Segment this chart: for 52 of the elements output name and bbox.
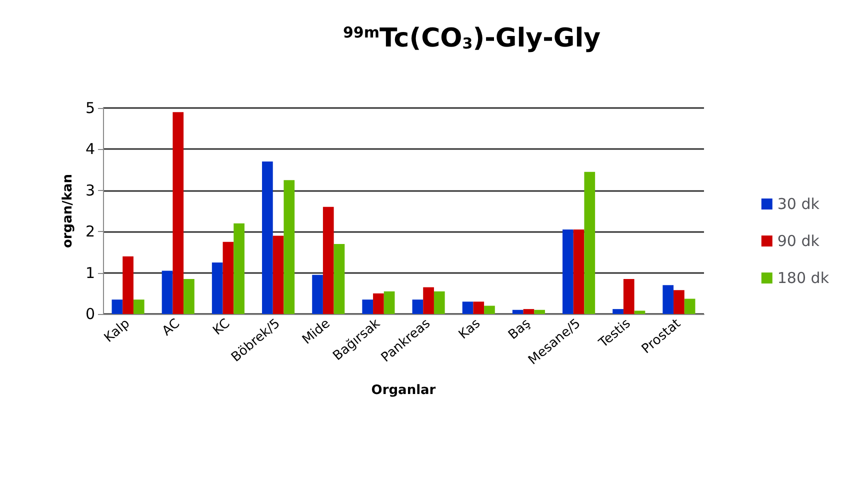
bar — [623, 278, 634, 314]
bar — [412, 300, 424, 314]
bar — [423, 287, 434, 314]
x-tick-label: Baş — [506, 316, 534, 343]
y-tick-label: 4 — [85, 140, 95, 158]
bar — [112, 300, 123, 314]
bar — [133, 300, 144, 314]
bar — [212, 262, 223, 314]
bar — [573, 230, 584, 314]
y-tick-label: 3 — [85, 181, 95, 200]
y-tick-label: 2 — [85, 222, 95, 241]
bar — [562, 230, 574, 314]
y-tick-label: 1 — [85, 264, 95, 282]
bar — [234, 223, 244, 314]
y-tick-label: 5 — [85, 99, 95, 117]
bar — [534, 310, 545, 314]
bar — [662, 285, 674, 314]
legend-label: 30 dk — [777, 195, 820, 213]
x-tick-label: AC — [160, 316, 183, 340]
bar — [584, 172, 596, 314]
bar — [162, 270, 173, 314]
bar — [222, 242, 234, 314]
bar — [312, 274, 323, 314]
bar — [684, 298, 696, 314]
bar — [523, 309, 534, 314]
bar — [122, 256, 134, 314]
x-tick-label: Kalp — [102, 316, 133, 346]
bar — [272, 236, 284, 314]
bar — [674, 290, 684, 314]
legend-label: 90 dk — [777, 232, 820, 250]
bar — [612, 309, 624, 314]
legend-label: 180 dk — [777, 269, 830, 287]
bar — [373, 293, 384, 314]
bar — [262, 162, 273, 314]
bar — [473, 302, 484, 314]
y-axis-title: organ/kan — [60, 174, 76, 248]
bar — [284, 180, 295, 314]
y-tick-label: 0 — [85, 305, 95, 323]
bar — [484, 306, 495, 314]
bar — [172, 112, 184, 314]
bar — [434, 291, 445, 314]
x-axis-title: Organlar — [371, 383, 436, 398]
bar — [462, 302, 474, 314]
bar — [384, 291, 395, 314]
bar — [322, 206, 334, 314]
bar — [184, 278, 194, 314]
bar — [512, 310, 524, 314]
x-tick-label: KC — [210, 316, 234, 339]
bar — [362, 300, 374, 314]
bar — [334, 244, 345, 314]
x-tick-label: Kas — [456, 316, 484, 343]
bar — [634, 310, 646, 314]
